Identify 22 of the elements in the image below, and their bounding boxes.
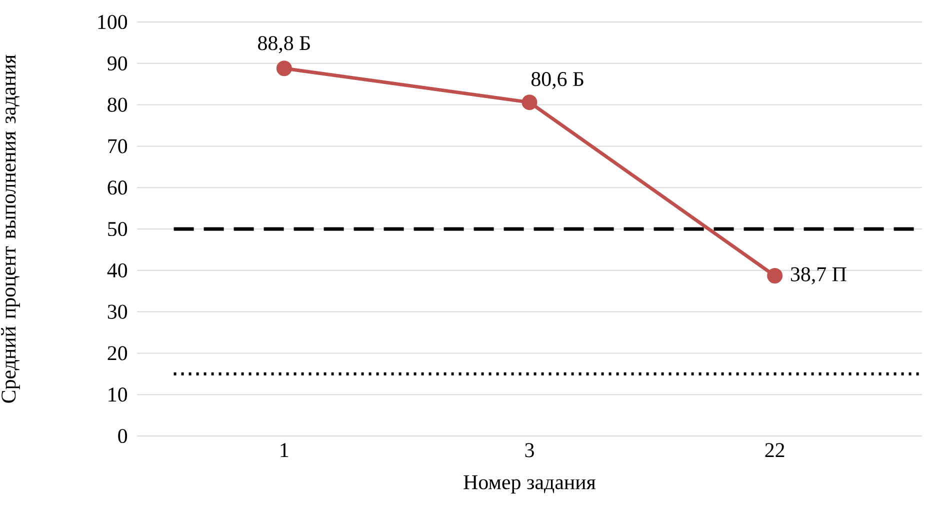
- data-label: 88,8 Б: [258, 36, 310, 54]
- y-tick-label: 40: [107, 263, 128, 278]
- point: [276, 60, 292, 76]
- y-tick-label: 0: [118, 428, 128, 444]
- data-label: 80,6 Б: [531, 72, 584, 90]
- y-axis-title: Средний процент выполнения задания: [1, 54, 20, 403]
- x-axis-title: Номер задания: [464, 475, 596, 494]
- x-tick-label: 3: [525, 443, 534, 458]
- y-tick-label: 80: [108, 98, 128, 112]
- y-tick-label: 20: [108, 346, 128, 360]
- y-tick-label: 30: [108, 304, 128, 319]
- x-tick-label: 22: [765, 443, 784, 458]
- y-tick-label: 60: [108, 180, 128, 195]
- point: [522, 94, 538, 110]
- y-tick-label: 10: [108, 388, 128, 402]
- x-tick-label: 1: [280, 443, 288, 457]
- y-tick-label: 70: [108, 139, 128, 154]
- point: [767, 268, 783, 284]
- y-tick-label: 90: [108, 56, 128, 70]
- y-tick-label: 100: [98, 14, 128, 30]
- y-tick-label: 50: [108, 222, 128, 236]
- data-label: 38,7 П: [790, 267, 846, 284]
